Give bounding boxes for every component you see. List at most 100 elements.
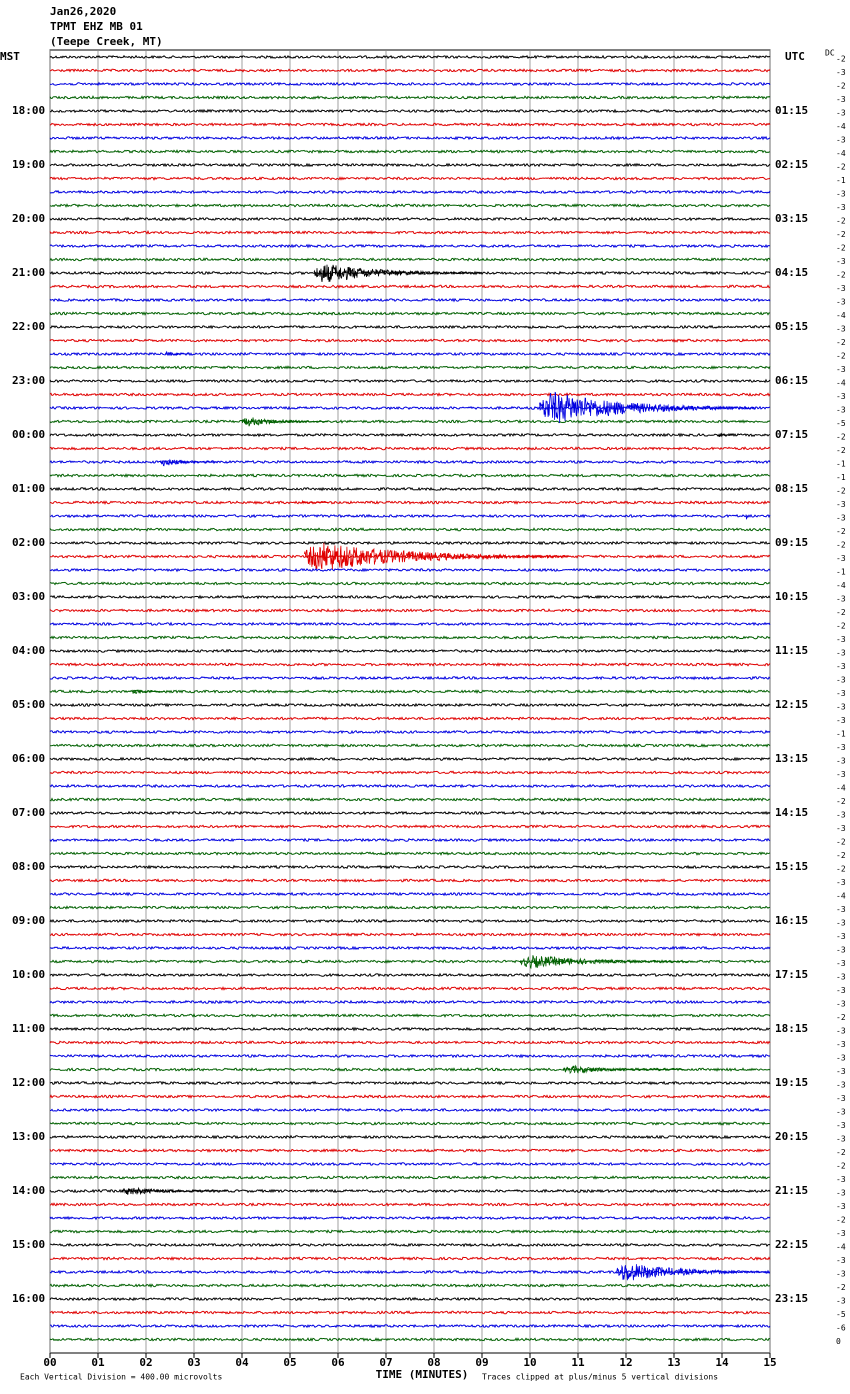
dc-offset: -3: [836, 1040, 846, 1049]
dc-offset: -2: [836, 527, 846, 536]
x-tick-label: 13: [667, 1356, 680, 1369]
mst-time-label: 11:00: [12, 1022, 45, 1035]
trace: [49, 432, 771, 438]
x-tick-label: 07: [379, 1356, 392, 1369]
mst-time-label: 12:00: [12, 1076, 45, 1089]
trace: [49, 1175, 770, 1180]
x-tick-label: 03: [187, 1356, 200, 1369]
dc-offset: -5: [836, 1310, 846, 1319]
dc-offset: -3: [836, 649, 846, 658]
dc-offset: -2: [836, 797, 846, 806]
dc-offset: -3: [836, 68, 846, 77]
utc-time-label: 13:15: [775, 752, 808, 765]
dc-offset: -2: [836, 1283, 846, 1292]
dc-offset: -3: [836, 1175, 846, 1184]
x-tick-label: 02: [139, 1356, 152, 1369]
dc-offset: -3: [836, 824, 846, 833]
trace: [49, 1256, 771, 1261]
seismic-event: [299, 499, 329, 505]
dc-offset: -2: [836, 1216, 846, 1225]
mst-time-label: 14:00: [12, 1184, 45, 1197]
mst-time-label: 05:00: [12, 698, 45, 711]
trace: [50, 81, 771, 87]
trace: [49, 594, 771, 600]
dc-offset: -3: [836, 514, 846, 523]
trace: [49, 999, 771, 1005]
trace: [49, 1026, 771, 1032]
utc-time-label: 02:15: [775, 158, 808, 171]
dc-offset: -3: [836, 392, 846, 401]
dc-offset: -1: [836, 730, 846, 739]
trace: [49, 878, 771, 883]
x-tick-label: 12: [619, 1356, 632, 1369]
trace: [49, 324, 771, 330]
x-tick-label: 14: [715, 1356, 729, 1369]
mst-time-label: 15:00: [12, 1238, 45, 1251]
trace: [49, 783, 771, 789]
x-tick-label: 15: [763, 1356, 776, 1369]
dc-offset: -2: [836, 338, 846, 347]
dc-offset: -3: [836, 635, 846, 644]
dc-offset: -3: [836, 1081, 846, 1090]
dc-offset: -3: [836, 1270, 846, 1279]
dc-offset: -4: [836, 149, 846, 158]
trace: [49, 54, 771, 60]
dc-offset: -3: [836, 662, 846, 671]
trace: [49, 1242, 771, 1248]
dc-offset: -3: [836, 986, 846, 995]
dc-offset: -3: [836, 284, 846, 293]
utc-time-label: 10:15: [775, 590, 808, 603]
dc-offset: -4: [836, 379, 846, 388]
utc-time-label: 05:15: [775, 320, 808, 333]
footer-left: Each Vertical Division = 400.00 microvol…: [20, 1373, 222, 1382]
dc-offset: -2: [836, 352, 846, 361]
mst-time-label: 04:00: [12, 644, 45, 657]
trace: [50, 743, 771, 748]
dc-offset: 0: [836, 1337, 841, 1346]
dc-offset: -3: [836, 757, 846, 766]
trace: [49, 446, 771, 451]
dc-offset: -3: [836, 95, 846, 104]
dc-offset: -2: [836, 217, 846, 226]
trace: [49, 189, 771, 195]
dc-offset: -2: [836, 608, 846, 617]
x-tick-label: 01: [91, 1356, 105, 1369]
dc-offset: -2: [836, 1162, 846, 1171]
dc-offset: -3: [836, 770, 846, 779]
trace: [49, 1337, 771, 1342]
trace: [49, 1283, 771, 1288]
mst-time-label: 16:00: [12, 1292, 45, 1305]
dc-offset: -2: [836, 230, 846, 239]
trace: [49, 378, 771, 384]
mst-time-label: 22:00: [12, 320, 45, 333]
x-tick-label: 09: [475, 1356, 488, 1369]
station: TPMT EHZ MB 01: [50, 20, 143, 33]
x-tick-label: 06: [331, 1356, 345, 1369]
dc-offset: -3: [836, 1202, 846, 1211]
utc-time-label: 20:15: [775, 1130, 808, 1143]
dc-offset: -2: [836, 851, 846, 860]
trace: [49, 419, 771, 424]
seismic-event: [131, 689, 166, 695]
trace: [49, 1121, 770, 1126]
utc-time-label: 08:15: [775, 482, 808, 495]
trace: [49, 149, 771, 154]
seismic-event: [121, 1186, 228, 1196]
trace: [49, 729, 771, 735]
utc-time-label: 22:15: [775, 1238, 808, 1251]
dc-offset: -3: [836, 595, 846, 604]
dc-offset: -3: [836, 1229, 846, 1238]
dc-offset: -3: [836, 1054, 846, 1063]
trace: [49, 311, 771, 316]
utc-time-label: 06:15: [775, 374, 808, 387]
dc-offset: -3: [836, 365, 846, 374]
utc-time-label: 23:15: [775, 1292, 808, 1305]
trace: [49, 230, 771, 235]
trace: [49, 500, 771, 505]
dc-offset: -3: [836, 203, 846, 212]
dc-offset: -3: [836, 973, 846, 982]
trace: [49, 932, 771, 937]
dc-offset: -2: [836, 244, 846, 253]
trace: [49, 648, 771, 654]
